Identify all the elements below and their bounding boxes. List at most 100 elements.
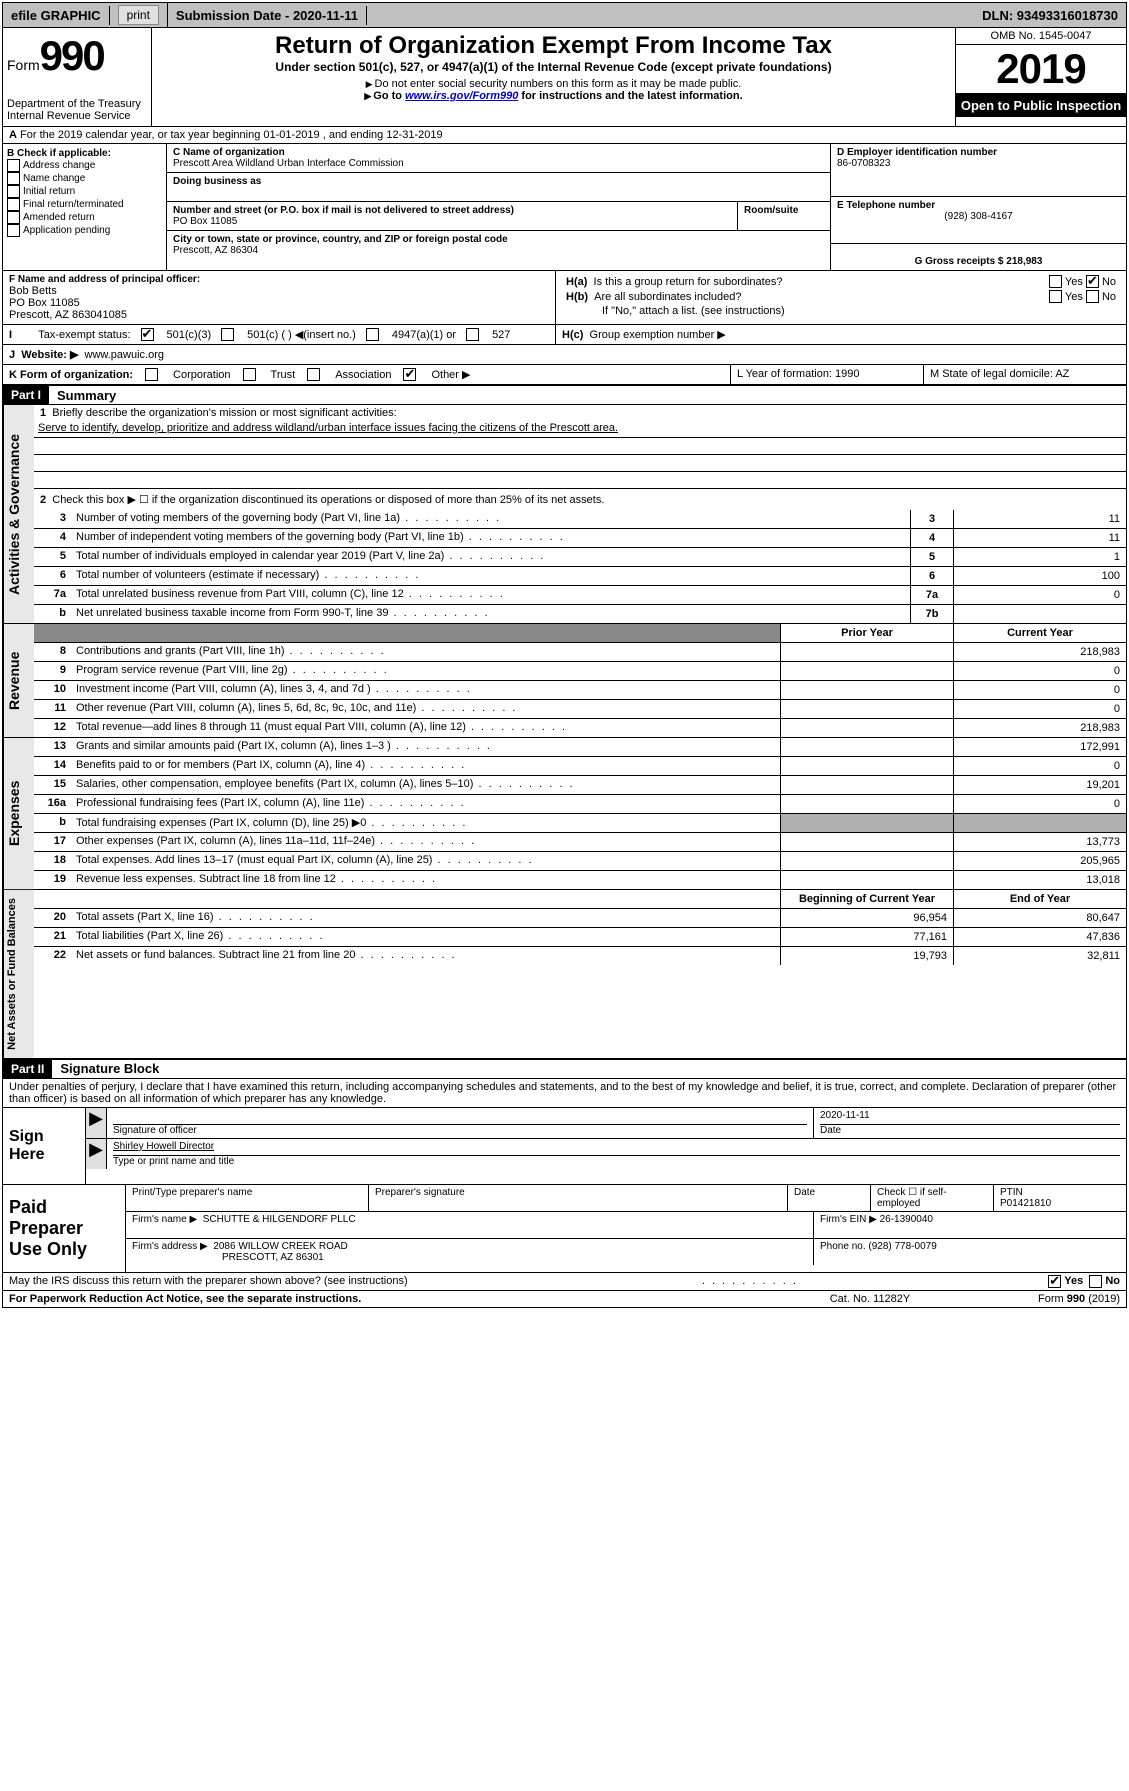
net-assets-section: Net Assets or Fund Balances Beginning of… — [3, 890, 1126, 1059]
check-trust[interactable] — [243, 368, 256, 381]
officer-typed-name: Shirley Howell Director — [113, 1141, 1120, 1156]
form-num-990: 990 — [40, 32, 104, 79]
sig-arrow1: ▶ — [86, 1108, 107, 1138]
hb-row: H(b) Are all subordinates included? Yes … — [562, 289, 1120, 304]
hb-yes[interactable] — [1049, 290, 1062, 303]
discuss-row: May the IRS discuss this return with the… — [3, 1273, 1126, 1291]
col-b-title: B Check if applicable: — [7, 148, 162, 159]
dba-box: Doing business as — [167, 173, 830, 202]
begin-year-hdr: Beginning of Current Year — [780, 890, 953, 908]
main-title: Return of Organization Exempt From Incom… — [156, 32, 951, 60]
part1-title: Summary — [49, 388, 116, 403]
room-box: Room/suite — [738, 202, 830, 231]
vert-net-assets: Net Assets or Fund Balances — [3, 890, 34, 1058]
table-row: 6 Total number of volunteers (estimate i… — [34, 567, 1126, 586]
sig-officer-label: Signature of officer — [113, 1125, 807, 1136]
governance-section: Activities & Governance 1 Briefly descri… — [3, 405, 1126, 624]
table-row: 22 Net assets or fund balances. Subtract… — [34, 947, 1126, 965]
city-box: City or town, state or province, country… — [167, 231, 830, 259]
rev-header: Prior Year Current Year — [34, 624, 1126, 643]
irs-label: Internal Revenue Service — [7, 110, 147, 122]
inspection-label: Open to Public Inspection — [956, 94, 1126, 117]
form-footer: Form 990 (2019) — [970, 1293, 1120, 1305]
addr-value: PO Box 11085 — [173, 216, 731, 227]
q2-text: Check this box ▶ ☐ if the organization d… — [52, 494, 604, 506]
cat-no: Cat. No. 11282Y — [770, 1293, 970, 1305]
mission-blank3 — [34, 472, 1126, 489]
ptin-label: PTIN — [1000, 1187, 1120, 1198]
row-j: J Website: ▶ www.pawuic.org — [3, 345, 1126, 365]
tax-year-range: For the 2019 calendar year, or tax year … — [20, 129, 443, 141]
table-row: 19 Revenue less expenses. Subtract line … — [34, 871, 1126, 889]
row-i: I Tax-exempt status: 501(c)(3) 501(c) ( … — [3, 325, 1126, 345]
prior-year-hdr: Prior Year — [780, 624, 953, 642]
sign-section: Sign Here ▶ Signature of officer 2020-11… — [3, 1108, 1126, 1185]
gross-box: G Gross receipts $ 218,983 — [831, 244, 1126, 270]
net-header: Beginning of Current Year End of Year — [34, 890, 1126, 909]
officer-label: F Name and address of principal officer: — [9, 274, 549, 285]
table-row: 9 Program service revenue (Part VIII, li… — [34, 662, 1126, 681]
table-row: 17 Other expenses (Part IX, column (A), … — [34, 833, 1126, 852]
ha-yes[interactable] — [1049, 275, 1062, 288]
table-row: 16a Professional fundraising fees (Part … — [34, 795, 1126, 814]
subtitle: Under section 501(c), 527, or 4947(a)(1)… — [156, 60, 951, 74]
table-row: 8 Contributions and grants (Part VIII, l… — [34, 643, 1126, 662]
check-4947[interactable] — [366, 328, 379, 341]
check-amended[interactable]: Amended return — [7, 211, 162, 224]
paperwork-notice: For Paperwork Reduction Act Notice, see … — [9, 1293, 770, 1305]
table-row: 21 Total liabilities (Part X, line 26) 7… — [34, 928, 1126, 947]
tel-value: (928) 308-4167 — [837, 211, 1120, 222]
table-row: 5 Total number of individuals employed i… — [34, 548, 1126, 567]
hb-no[interactable] — [1086, 290, 1099, 303]
table-row: 4 Number of independent voting members o… — [34, 529, 1126, 548]
hb-text: Are all subordinates included? — [594, 291, 1049, 303]
ssn-note: Do not enter social security numbers on … — [156, 78, 951, 90]
check-501c3[interactable] — [141, 328, 154, 341]
check-app-pending[interactable]: Application pending — [7, 224, 162, 237]
omb-number: OMB No. 1545-0047 — [956, 28, 1126, 45]
check-corp[interactable] — [145, 368, 158, 381]
table-row: 18 Total expenses. Add lines 13–17 (must… — [34, 852, 1126, 871]
section-a: A For the 2019 calendar year, or tax yea… — [3, 127, 1126, 144]
ein-label: D Employer identification number — [837, 147, 1120, 158]
mission-text: Serve to identify, develop, prioritize a… — [34, 421, 1126, 438]
table-row: 3 Number of voting members of the govern… — [34, 510, 1126, 529]
m-state: M State of legal domicile: AZ — [924, 365, 1126, 384]
form-header: Form990 Department of the Treasury Inter… — [3, 28, 1126, 127]
room-label: Room/suite — [744, 205, 824, 216]
check-address-change[interactable]: Address change — [7, 159, 162, 172]
row-f-h: F Name and address of principal officer:… — [3, 271, 1126, 325]
discuss-text: May the IRS discuss this return with the… — [9, 1275, 702, 1287]
gross-receipts: G Gross receipts $ 218,983 — [915, 256, 1043, 267]
ha-text: Is this a group return for subordinates? — [594, 276, 1049, 288]
check-assoc[interactable] — [307, 368, 320, 381]
table-row: 11 Other revenue (Part VIII, column (A),… — [34, 700, 1126, 719]
part2-title: Signature Block — [52, 1061, 159, 1076]
irs-link[interactable]: www.irs.gov/Form990 — [405, 90, 518, 102]
org-name-label: C Name of organization — [173, 147, 824, 158]
check-501c[interactable] — [221, 328, 234, 341]
check-final-return[interactable]: Final return/terminated — [7, 198, 162, 211]
check-527[interactable] — [466, 328, 479, 341]
prep-self-emp[interactable]: Check ☐ if self-employed — [871, 1185, 994, 1211]
tax-exempt-label: Tax-exempt status: — [38, 329, 130, 341]
vert-revenue: Revenue — [3, 624, 34, 737]
prep-sig-hdr: Preparer's signature — [369, 1185, 788, 1211]
check-initial-return[interactable]: Initial return — [7, 185, 162, 198]
paid-label: Paid Preparer Use Only — [3, 1185, 125, 1272]
form-label: Form — [7, 57, 40, 73]
sig-date-value: 2020-11-11 — [820, 1110, 1120, 1125]
check-name-change[interactable]: Name change — [7, 172, 162, 185]
ptin-cell: PTIN P01421810 — [994, 1185, 1126, 1211]
discuss-no[interactable] — [1089, 1275, 1102, 1288]
goto-post: for instructions and the latest informat… — [518, 90, 742, 102]
firm-addr-cell: Firm's address ▶ 2086 WILLOW CREEK ROAD … — [126, 1239, 814, 1265]
website-label: Website: ▶ — [21, 349, 78, 361]
check-other[interactable] — [403, 368, 416, 381]
print-button[interactable]: print — [118, 5, 159, 25]
part2-header-row: Part II Signature Block — [3, 1059, 1126, 1079]
ha-no[interactable] — [1086, 275, 1099, 288]
goto-pre: Go to — [373, 90, 405, 102]
discuss-yes[interactable] — [1048, 1275, 1061, 1288]
city-value: Prescott, AZ 86304 — [173, 245, 824, 256]
